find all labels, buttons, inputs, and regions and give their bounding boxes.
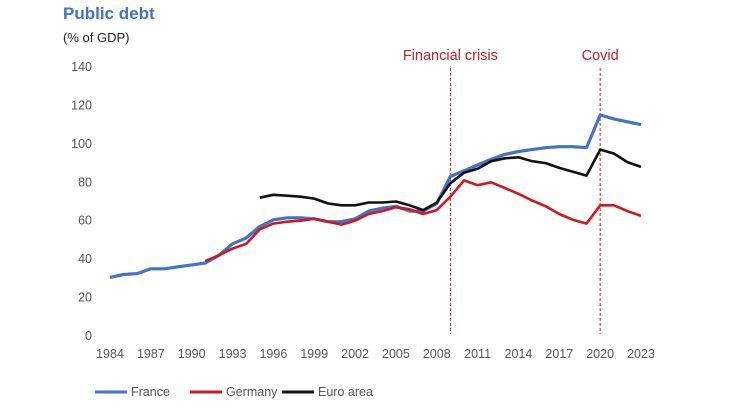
y-tick-label: 100 <box>71 137 92 151</box>
chart-title: Public debt <box>63 4 155 23</box>
x-tick-label: 1984 <box>96 347 124 361</box>
y-tick-label: 120 <box>71 98 92 112</box>
y-tick-label: 40 <box>78 252 92 266</box>
series-line-euro-area <box>259 148 642 212</box>
x-tick-label: 1999 <box>300 347 328 361</box>
y-axis-label: (% of GDP) <box>63 30 130 45</box>
x-tick-label: 2011 <box>464 347 491 361</box>
y-tick-label: 20 <box>78 291 92 305</box>
x-tick-label: 2020 <box>586 347 614 361</box>
x-tick-label: 2005 <box>382 347 410 361</box>
y-tick-label: 80 <box>78 175 92 189</box>
x-tick-label: 2014 <box>505 347 533 361</box>
y-tick-label: 140 <box>71 60 92 74</box>
x-tick-label: 2002 <box>341 347 369 361</box>
series-line-germany <box>204 179 642 263</box>
annotation-label: Financial crisis <box>403 48 498 64</box>
y-tick-label: 60 <box>78 214 92 228</box>
x-tick-label: 1993 <box>219 347 247 361</box>
annotation-label: Covid <box>582 48 619 64</box>
legend-label: France <box>131 385 170 399</box>
x-tick-label: 1987 <box>137 347 165 361</box>
x-tick-label: 2023 <box>627 347 655 361</box>
y-tick-label: 0 <box>85 329 92 343</box>
legend-label: Euro area <box>318 385 373 399</box>
x-tick-label: 1990 <box>178 347 206 361</box>
series-line-france <box>109 113 642 279</box>
legend-label: Germany <box>226 385 278 399</box>
x-tick-label: 2017 <box>545 347 573 361</box>
x-tick-label: 1996 <box>259 347 287 361</box>
x-tick-label: 2008 <box>423 347 451 361</box>
